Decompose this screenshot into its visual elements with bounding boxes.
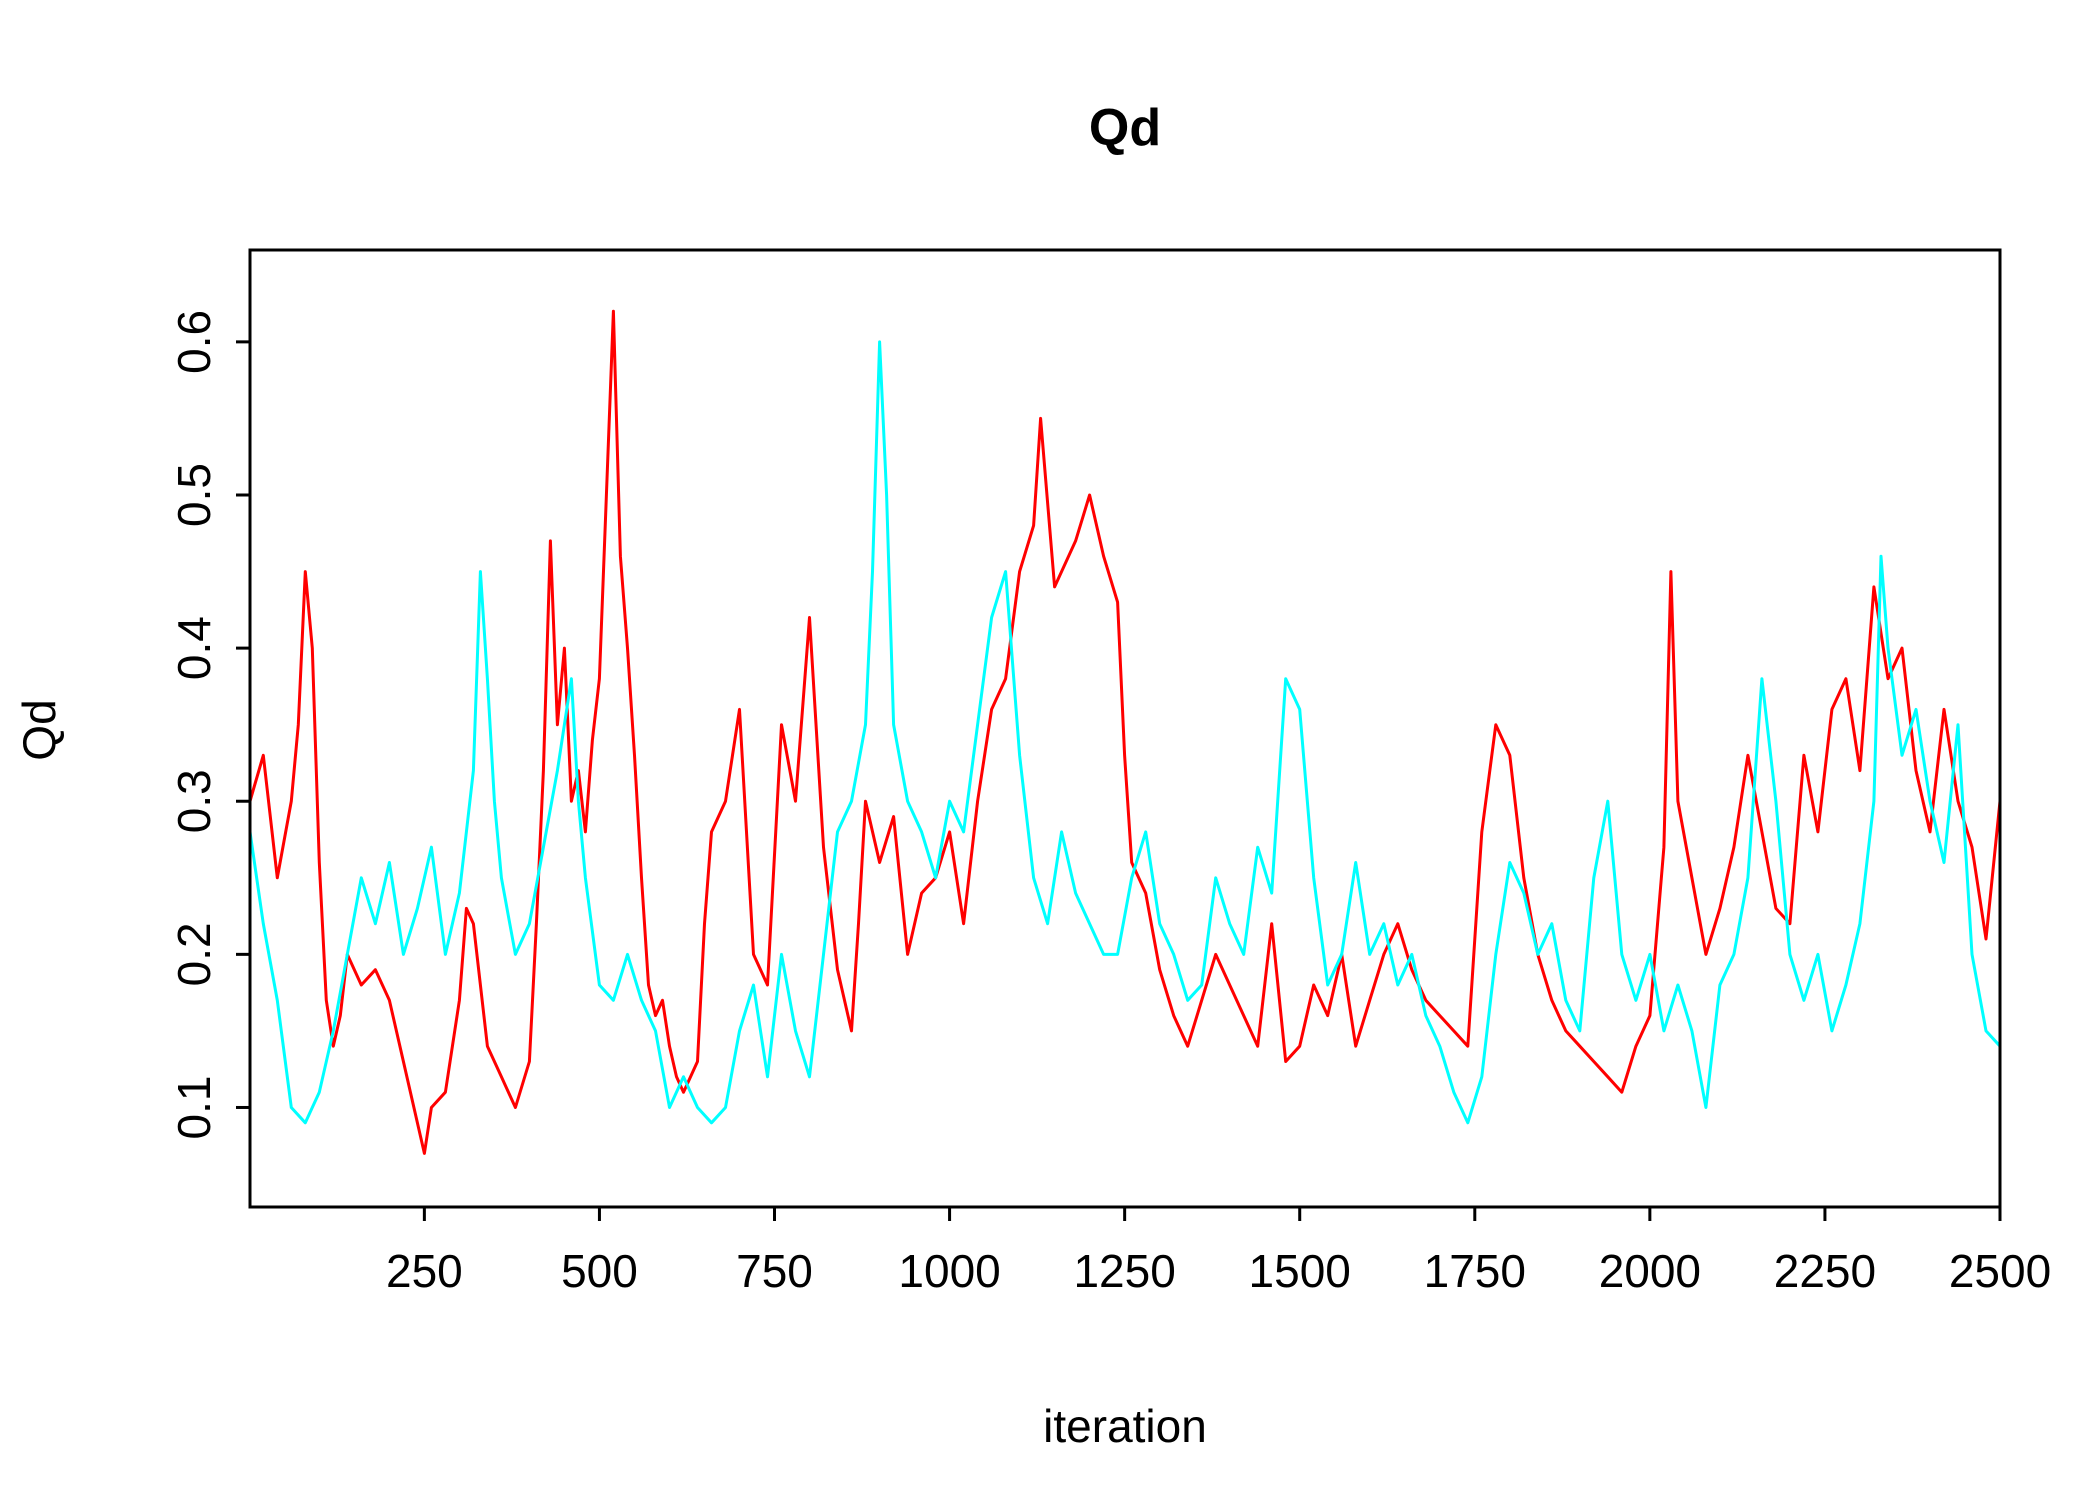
x-tick-label: 750: [736, 1245, 813, 1297]
series-line-1: [248, 309, 2002, 1155]
series-layer: [248, 309, 2002, 1155]
x-tick-label: 1000: [898, 1245, 1000, 1297]
y-axis: 0.1 0.2 0.3 0.4 0.5 0.6: [168, 310, 250, 1139]
x-tick-label: 2250: [1774, 1245, 1876, 1297]
y-tick-label: 0.3: [168, 769, 220, 833]
x-tick-label: 1500: [1249, 1245, 1351, 1297]
x-tick-label: 1750: [1424, 1245, 1526, 1297]
y-tick-label: 0.1: [168, 1075, 220, 1139]
y-tick-label: 0.4: [168, 616, 220, 680]
x-tick-label: 1250: [1073, 1245, 1175, 1297]
x-axis-label: iteration: [1043, 1400, 1207, 1452]
y-tick-label: 0.5: [168, 463, 220, 527]
series-line-2: [248, 340, 2002, 1125]
x-tick-label: 250: [386, 1245, 463, 1297]
chart-title: Qd: [1089, 99, 1161, 157]
x-tick-label: 2500: [1949, 1245, 2051, 1297]
x-tick-label: 2000: [1599, 1245, 1701, 1297]
x-axis: 250 500 750 1000 1250 1500 1750 2000 2250 2500: [386, 1207, 2051, 1297]
y-tick-label: 0.6: [168, 310, 220, 374]
y-axis-label: Qd: [13, 699, 65, 760]
x-tick-label: 500: [561, 1245, 638, 1297]
y-tick-label: 0.2: [168, 922, 220, 986]
plot-frame: [248, 248, 2002, 1209]
